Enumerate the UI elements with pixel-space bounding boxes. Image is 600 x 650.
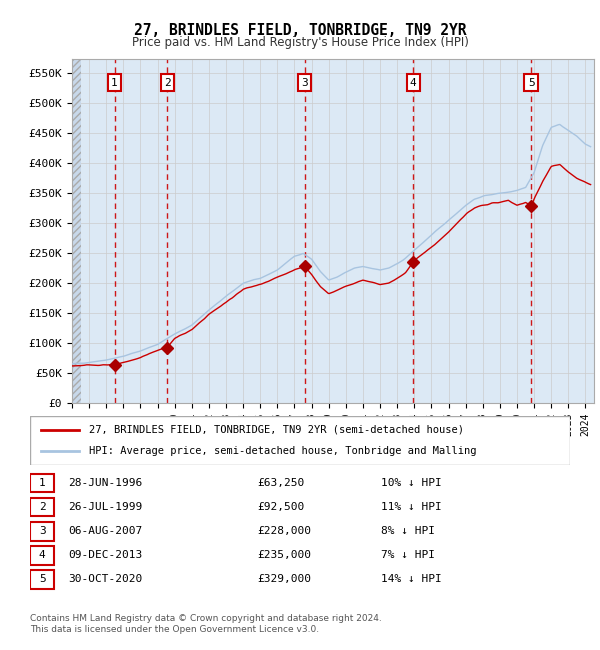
Text: Contains HM Land Registry data © Crown copyright and database right 2024.
This d: Contains HM Land Registry data © Crown c… xyxy=(30,614,382,634)
Text: 28-JUN-1996: 28-JUN-1996 xyxy=(68,478,142,488)
Text: 14% ↓ HPI: 14% ↓ HPI xyxy=(381,575,442,584)
Text: 4: 4 xyxy=(410,77,416,88)
Text: HPI: Average price, semi-detached house, Tonbridge and Malling: HPI: Average price, semi-detached house,… xyxy=(89,446,477,456)
Text: 5: 5 xyxy=(528,77,535,88)
FancyBboxPatch shape xyxy=(30,546,54,565)
Text: 09-DEC-2013: 09-DEC-2013 xyxy=(68,551,142,560)
Bar xyxy=(72,58,80,403)
FancyBboxPatch shape xyxy=(30,522,54,541)
Text: 8% ↓ HPI: 8% ↓ HPI xyxy=(381,526,435,536)
Text: £92,500: £92,500 xyxy=(257,502,304,512)
Text: 27, BRINDLES FIELD, TONBRIDGE, TN9 2YR (semi-detached house): 27, BRINDLES FIELD, TONBRIDGE, TN9 2YR (… xyxy=(89,424,464,435)
FancyBboxPatch shape xyxy=(30,498,54,517)
Text: 27, BRINDLES FIELD, TONBRIDGE, TN9 2YR: 27, BRINDLES FIELD, TONBRIDGE, TN9 2YR xyxy=(134,23,466,38)
Text: 4: 4 xyxy=(39,551,46,560)
Text: 2: 2 xyxy=(39,502,46,512)
Text: £235,000: £235,000 xyxy=(257,551,311,560)
Text: 10% ↓ HPI: 10% ↓ HPI xyxy=(381,478,442,488)
Text: 1: 1 xyxy=(111,77,118,88)
Text: £63,250: £63,250 xyxy=(257,478,304,488)
Text: Price paid vs. HM Land Registry's House Price Index (HPI): Price paid vs. HM Land Registry's House … xyxy=(131,36,469,49)
Text: 3: 3 xyxy=(301,77,308,88)
Text: 11% ↓ HPI: 11% ↓ HPI xyxy=(381,502,442,512)
Text: 30-OCT-2020: 30-OCT-2020 xyxy=(68,575,142,584)
Text: 26-JUL-1999: 26-JUL-1999 xyxy=(68,502,142,512)
Text: £228,000: £228,000 xyxy=(257,526,311,536)
Text: £329,000: £329,000 xyxy=(257,575,311,584)
Text: 2: 2 xyxy=(164,77,170,88)
FancyBboxPatch shape xyxy=(30,570,54,589)
FancyBboxPatch shape xyxy=(30,416,570,465)
FancyBboxPatch shape xyxy=(30,474,54,493)
Text: 7% ↓ HPI: 7% ↓ HPI xyxy=(381,551,435,560)
Text: 1: 1 xyxy=(39,478,46,488)
Text: 5: 5 xyxy=(39,575,46,584)
Text: 3: 3 xyxy=(39,526,46,536)
Text: 06-AUG-2007: 06-AUG-2007 xyxy=(68,526,142,536)
